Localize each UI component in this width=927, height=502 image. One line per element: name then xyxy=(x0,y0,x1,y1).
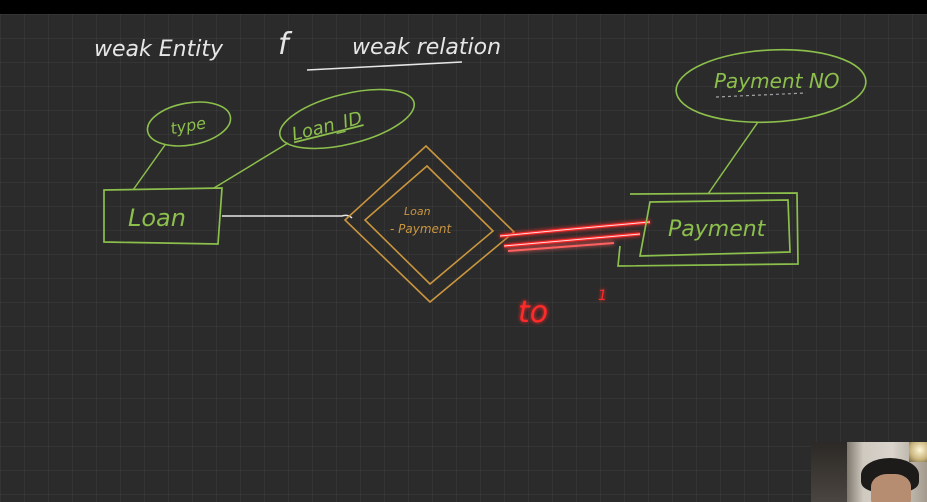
entity-payment-label: Payment xyxy=(668,217,767,242)
entity-loan-box[interactable] xyxy=(103,187,223,245)
entity-loan-label: Loan xyxy=(128,204,186,232)
line-loan-to-type xyxy=(132,144,166,191)
attribute-type-label: type xyxy=(169,113,208,138)
diagram-svg: weak Entity f weak relation type Loan_ID… xyxy=(94,27,868,330)
line-loan-to-relationship xyxy=(222,214,353,219)
total-participation-highlight xyxy=(499,220,651,252)
attribute-loan-id-label: Loan_ID xyxy=(290,108,365,146)
relationship-label-line1: Loan xyxy=(404,205,431,218)
title-underline xyxy=(306,61,463,71)
title-weak-relation: weak relation xyxy=(352,35,501,60)
attribute-type-ellipse[interactable] xyxy=(144,96,234,152)
total-participation-core xyxy=(499,221,651,247)
annotation-cardinality-mark: 1 xyxy=(598,288,607,304)
attribute-payment-no-label: Payment NO xyxy=(714,69,840,93)
presenter-webcam-icon xyxy=(811,442,927,502)
line-loan-to-loan-id xyxy=(213,142,289,189)
relationship-inner-diamond xyxy=(363,164,495,286)
line-payment-to-payment-no xyxy=(707,121,759,195)
entity-payment-outer-box[interactable] xyxy=(617,192,799,267)
title-connector: f xyxy=(278,27,293,62)
attribute-payment-no-ellipse[interactable] xyxy=(674,45,868,127)
entity-payment-inner-box xyxy=(638,199,791,257)
annotation-partial-mark: to xyxy=(518,295,548,330)
relationship-outer-diamond[interactable] xyxy=(343,144,516,304)
title-weak-entity: weak Entity xyxy=(94,37,224,62)
relationship-label-line2: - Payment xyxy=(390,222,453,236)
top-black-bar xyxy=(0,0,927,14)
attribute-payment-no-dashed-underline xyxy=(715,92,807,98)
attribute-loan-id-ellipse[interactable] xyxy=(274,78,420,160)
whiteboard-canvas[interactable]: weak Entity f weak relation type Loan_ID… xyxy=(0,14,927,502)
